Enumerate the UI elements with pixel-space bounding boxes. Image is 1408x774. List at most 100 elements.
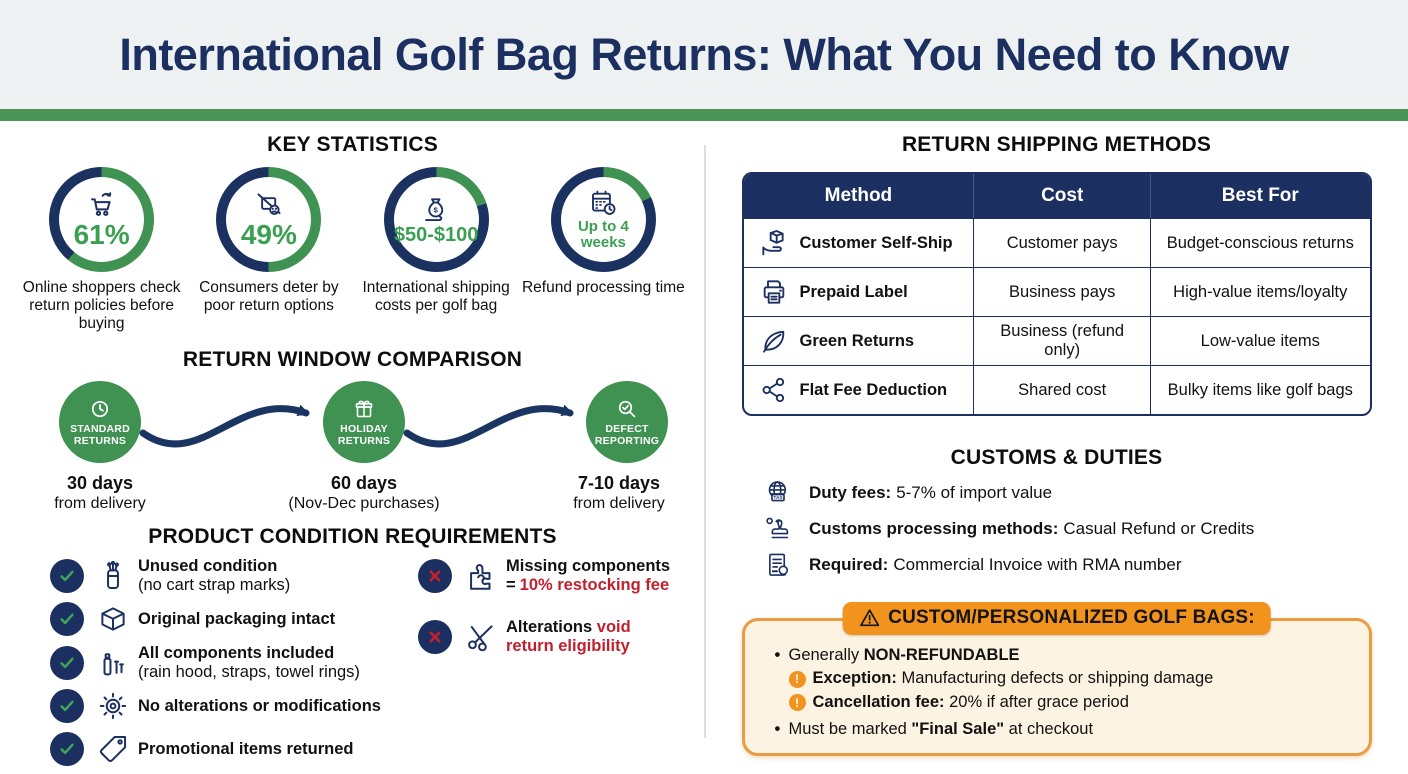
condition-item: Unused condition (no cart strap marks) <box>50 557 410 594</box>
conditions-allowed-list: Unused condition (no cart strap marks) <box>50 557 410 774</box>
condition-text: Alterations void return eligibility <box>506 618 631 655</box>
check-icon <box>60 743 74 755</box>
golf-bag-icon <box>94 559 132 593</box>
stat-caption: Online shoppers check return policies be… <box>22 279 181 332</box>
cart-return-icon <box>90 192 111 216</box>
table-row: Green Returns Business (refund only) Low… <box>743 316 1370 365</box>
best-for-cell: Budget-conscious returns <box>1151 218 1370 267</box>
table-row: Prepaid Label Business pays High-value i… <box>743 267 1370 316</box>
header-banner: International Golf Bag Returns: What You… <box>0 0 1408 109</box>
stat-value: $50-$100 <box>393 224 479 246</box>
check-badge <box>50 645 84 680</box>
method-name: Customer Self-Ship <box>799 233 953 252</box>
stat-ring-gauge: 49% <box>216 167 322 272</box>
calendar-clock-icon <box>592 190 616 215</box>
condition-item: No alterations or modifications <box>50 688 410 724</box>
main-content: KEY STATISTICS 61% On <box>0 121 1408 768</box>
conditions-heading: PRODUCT CONDITION REQUIREMENTS <box>148 525 557 549</box>
condition-item: Promotional items returned <box>50 731 410 767</box>
timeline-sub: from delivery <box>54 495 146 513</box>
col-header-best-for: Best For <box>1151 174 1370 218</box>
best-for-cell: Low-value items <box>1151 316 1370 365</box>
gear-icon <box>94 689 132 723</box>
stamp-icon <box>766 517 789 539</box>
return-window-timeline: STANDARD RETURNS HOLIDAY RETURNS <box>0 381 705 519</box>
printer-icon <box>763 280 784 304</box>
check-badge <box>50 689 84 724</box>
exclamation-icon: ! <box>788 694 806 712</box>
check-icon <box>60 700 74 712</box>
standard-returns-circle: STANDARD RETURNS <box>59 381 141 464</box>
stat-item: $ $50-$100 International shipping costs … <box>353 167 520 332</box>
money-bag-hand-icon: $ <box>425 198 444 221</box>
stat-value: 49% <box>240 219 297 250</box>
condition-item: Original packaging intact <box>50 601 410 637</box>
method-name: Green Returns <box>799 331 915 350</box>
cost-cell: Customer pays <box>974 218 1152 267</box>
custom-bags-warning: CUSTOM/PERSONALIZED GOLF BAGS: Generally… <box>741 602 1372 756</box>
check-icon <box>60 613 74 625</box>
column-divider <box>704 145 706 738</box>
warning-header-pill: CUSTOM/PERSONALIZED GOLF BAGS: <box>842 602 1271 635</box>
timeline-label: DEFECT REPORTING <box>594 423 660 448</box>
timeline-days: 60 days <box>330 473 398 494</box>
x-icon <box>429 631 441 643</box>
left-column: KEY STATISTICS 61% On <box>0 121 705 768</box>
timeline-days: 7-10 days <box>577 473 661 494</box>
check-badge <box>50 558 84 593</box>
timeline-label: STANDARD RETURNS <box>70 423 130 448</box>
col-header-method: Method <box>743 174 975 218</box>
customs-item: Required: Commercial Invoice with RMA num… <box>763 550 1408 580</box>
check-icon <box>60 657 74 669</box>
holiday-returns-circle: HOLIDAY RETURNS <box>323 381 405 464</box>
condition-text: Missing components = 10% restocking fee <box>506 557 671 594</box>
shipping-heading: RETURN SHIPPING METHODS <box>901 133 1212 156</box>
timeline-caption: 30 days from delivery <box>0 473 200 513</box>
warning-bullet: Generally NON-REFUNDABLE <box>773 645 1347 667</box>
header-divider-bar <box>0 109 1408 121</box>
stat-caption: International shipping costs per golf ba… <box>362 279 510 314</box>
best-for-cell: Bulky items like golf bags <box>1151 365 1370 414</box>
condition-text: No alterations or modifications <box>138 697 381 716</box>
timeline-label: HOLIDAY RETURNS <box>337 423 391 448</box>
table-header-row: Method Cost Best For <box>743 174 1370 218</box>
return-window-heading: RETURN WINDOW COMPARISON <box>182 348 523 372</box>
cost-cell: Business (refund only) <box>974 316 1152 365</box>
warning-title: CUSTOM/PERSONALIZED GOLF BAGS: <box>888 607 1255 628</box>
hand-box-icon <box>761 230 784 256</box>
customs-item: TAS Duty fees: 5-7% of import value <box>763 478 1408 508</box>
warning-bullet: Must be marked "Final Sale" at checkout <box>773 719 1347 741</box>
stat-item: 61% Online shoppers check return policie… <box>18 167 185 332</box>
table-row: Flat Fee Deduction Shared cost Bulky ite… <box>743 365 1370 414</box>
condition-item: All components included (rain hood, stra… <box>50 644 410 681</box>
warning-triangle-icon <box>859 609 879 627</box>
check-badge <box>50 732 84 767</box>
svg-text:TAS: TAS <box>773 495 782 501</box>
gift-icon <box>355 401 373 418</box>
stat-ring-inner: Up to 4 weeks <box>560 177 646 262</box>
customs-item: Customs processing methods: Casual Refund… <box>763 514 1408 544</box>
components-icon <box>94 646 132 680</box>
puzzle-icon <box>462 559 500 593</box>
warning-subline: ! Cancellation fee: 20% if after grace p… <box>773 692 1347 713</box>
leaf-icon <box>762 330 784 353</box>
conditions-prohibited-list: Missing components = 10% restocking fee <box>418 557 703 679</box>
cost-cell: Business pays <box>974 267 1152 316</box>
timeline-caption: 7-10 days from delivery <box>530 473 708 513</box>
x-icon <box>429 570 441 582</box>
timeline-arrows <box>139 405 574 448</box>
customs-text: Customs processing methods: Casual Refund… <box>809 519 1255 538</box>
condition-text: Unused condition (no cart strap marks) <box>138 557 291 594</box>
x-badge <box>418 619 452 654</box>
customs-list: TAS Duty fees: 5-7% of import value Custo… <box>763 478 1408 580</box>
condition-item: Missing components = 10% restocking fee <box>418 557 703 594</box>
conditions-section: Unused condition (no cart strap marks) <box>0 557 705 772</box>
stat-item: 49% Consumers deter by poor return optio… <box>185 167 352 332</box>
stat-ring-gauge: 61% <box>49 167 155 272</box>
key-statistics-row: 61% Online shoppers check return policie… <box>0 167 705 332</box>
share-nodes-icon <box>762 377 784 403</box>
page-title: International Golf Bag Returns: What You… <box>119 28 1289 80</box>
stat-value: Up to 4 weeks <box>577 217 629 251</box>
stat-ring-inner: $ $50-$100 <box>393 177 479 262</box>
